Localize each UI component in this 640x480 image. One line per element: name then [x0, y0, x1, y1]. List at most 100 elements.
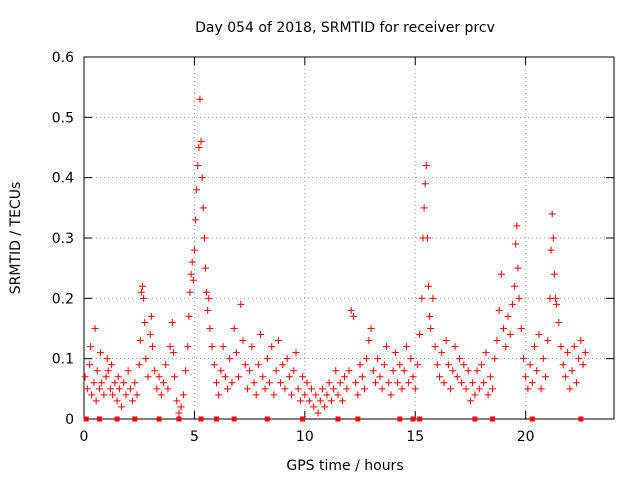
x-tick-labels: 0 5 10 15 20	[80, 429, 535, 445]
x-axis-label: GPS time / hours	[286, 458, 403, 474]
data-point	[391, 349, 399, 357]
zero-marker	[335, 416, 341, 422]
data-point	[93, 367, 101, 375]
data-point	[376, 373, 384, 381]
data-point	[206, 325, 214, 332]
data-point	[144, 373, 152, 381]
plot-frame	[83, 56, 615, 420]
data-point	[92, 397, 100, 405]
data-point	[519, 355, 527, 363]
data-point	[215, 391, 223, 399]
data-point	[137, 288, 145, 296]
data-point	[341, 373, 349, 381]
data-point	[204, 306, 212, 314]
data-point	[254, 361, 262, 369]
data-point	[194, 162, 202, 170]
data-point	[413, 361, 421, 369]
data-point	[570, 343, 578, 351]
data-point	[451, 343, 459, 351]
data-point	[387, 391, 395, 399]
data-point	[81, 373, 89, 381]
data-point	[190, 246, 198, 254]
data-point	[568, 367, 576, 375]
data-point	[199, 204, 207, 212]
data-point	[139, 282, 147, 290]
data-point	[109, 391, 117, 399]
data-point	[90, 379, 98, 387]
data-point	[497, 270, 505, 278]
data-point	[126, 385, 134, 393]
data-point	[363, 355, 371, 363]
data-point	[237, 300, 245, 308]
data-point	[261, 385, 269, 393]
zero-marker	[490, 416, 496, 422]
data-point	[189, 276, 197, 284]
data-point	[420, 204, 428, 212]
data-point	[235, 373, 243, 381]
data-point	[118, 403, 126, 411]
data-point	[347, 306, 355, 314]
data-point	[91, 325, 99, 332]
zero-marker	[578, 416, 584, 422]
data-point	[453, 373, 461, 381]
data-point	[526, 361, 534, 369]
data-point	[458, 379, 466, 387]
data-point	[531, 343, 538, 351]
data-point	[226, 355, 234, 363]
data-point	[405, 379, 413, 387]
zero-marker	[198, 416, 204, 422]
data-point	[155, 373, 163, 381]
data-point	[288, 391, 296, 399]
data-point	[447, 385, 455, 393]
data-point	[460, 361, 468, 369]
data-point	[431, 343, 439, 351]
data-point	[396, 361, 404, 369]
data-point	[482, 349, 490, 357]
data-point	[141, 318, 149, 326]
data-point	[113, 397, 121, 405]
data-point	[153, 385, 161, 393]
zero-marker	[156, 416, 162, 422]
y-axis-label: SRMTID / TECUs	[8, 182, 24, 295]
data-point	[213, 379, 220, 387]
data-point	[299, 373, 307, 381]
data-point	[528, 379, 536, 387]
zero-marker	[300, 416, 306, 422]
data-point	[196, 95, 204, 103]
data-point	[135, 361, 143, 369]
data-point	[421, 180, 429, 188]
zero-marker	[472, 416, 478, 422]
data-point	[108, 361, 116, 369]
data-point	[360, 385, 368, 393]
data-point	[572, 379, 580, 387]
data-point	[146, 331, 154, 339]
data-point	[385, 379, 393, 387]
data-point	[442, 337, 450, 345]
data-point	[210, 361, 218, 369]
y-tick-labels: 0 0.1 0.2 0.3 0.4 0.5 0.6	[52, 50, 74, 428]
data-point	[548, 210, 556, 218]
data-point	[537, 385, 545, 393]
data-point	[471, 391, 479, 399]
data-point	[515, 294, 523, 302]
data-point	[104, 367, 112, 375]
data-point	[266, 379, 273, 387]
data-point	[316, 397, 324, 405]
data-point	[95, 385, 103, 393]
data-point	[466, 397, 474, 405]
data-point	[133, 391, 141, 399]
data-point	[148, 343, 156, 351]
data-point	[100, 391, 108, 399]
data-point	[259, 373, 267, 381]
data-point	[166, 343, 174, 351]
data-point	[327, 397, 335, 405]
data-point	[349, 312, 357, 320]
data-point	[522, 373, 530, 381]
data-point	[147, 312, 155, 320]
data-point	[97, 349, 105, 357]
data-point	[325, 379, 333, 387]
data-point	[201, 264, 209, 272]
data-point	[380, 361, 388, 369]
data-point	[383, 343, 391, 351]
data-point	[338, 397, 346, 405]
